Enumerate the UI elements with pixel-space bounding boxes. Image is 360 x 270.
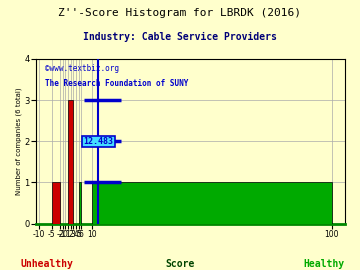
Text: 12.483: 12.483 [84, 137, 113, 146]
Text: Unhealthy: Unhealthy [21, 259, 73, 269]
Text: Industry: Cable Service Providers: Industry: Cable Service Providers [83, 32, 277, 42]
Bar [52, 183, 60, 224]
Y-axis label: Number of companies (6 total): Number of companies (6 total) [15, 87, 22, 195]
Text: ©www.textbiz.org: ©www.textbiz.org [45, 64, 119, 73]
Text: Z''-Score Histogram for LBRDK (2016): Z''-Score Histogram for LBRDK (2016) [58, 8, 302, 18]
Text: Healthy: Healthy [303, 259, 345, 269]
Text: Score: Score [165, 259, 195, 269]
Bar [92, 183, 332, 224]
Bar [78, 183, 81, 224]
Bar [68, 100, 73, 224]
Text: The Research Foundation of SUNY: The Research Foundation of SUNY [45, 79, 189, 88]
